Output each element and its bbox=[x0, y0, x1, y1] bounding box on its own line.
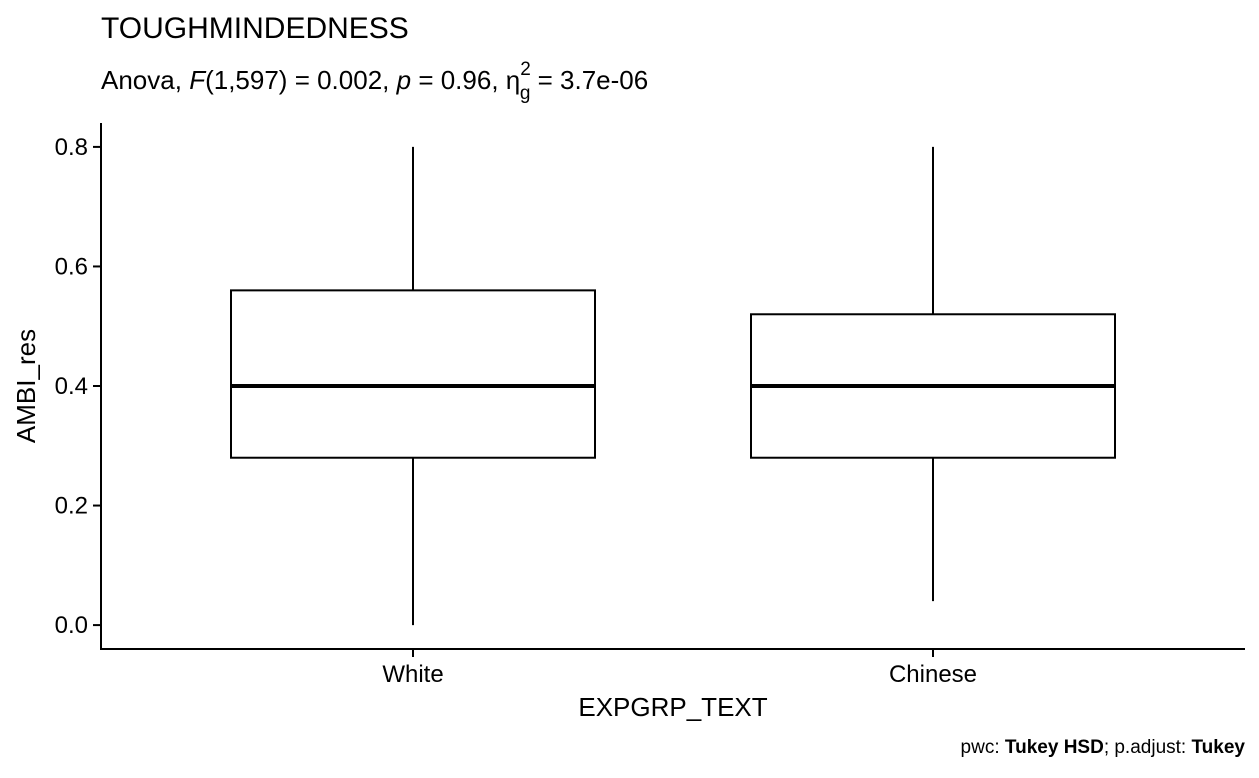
subtitle-stat-df: (1,597) bbox=[205, 65, 287, 95]
subtitle-effect-sub: g bbox=[520, 83, 531, 104]
x-tick-label: Chinese bbox=[889, 661, 977, 688]
caption-pwc-label: pwc: bbox=[961, 737, 1005, 758]
subtitle-effect-sup: 2 bbox=[520, 59, 531, 80]
subtitle-effect-value: = 3.7e-06 bbox=[530, 65, 648, 95]
chart-subtitle: Anova, F(1,597) = 0.002, p = 0.96, η2 g =… bbox=[101, 59, 648, 104]
y-tick-label: 0.6 bbox=[55, 253, 88, 280]
caption-pwc-value: Tukey HSD bbox=[1005, 737, 1104, 758]
boxes bbox=[230, 146, 1116, 626]
x-ticks: White Chinese bbox=[382, 649, 977, 688]
subtitle-stat-symbol: F bbox=[189, 65, 207, 95]
chart-title: TOUGHMINDEDNESS bbox=[101, 12, 409, 45]
caption-sep: ; p.adjust: bbox=[1104, 737, 1192, 758]
box-chinese bbox=[750, 146, 1116, 602]
box-white bbox=[230, 146, 596, 626]
chart-caption: pwc: Tukey HSD; p.adjust: Tukey bbox=[961, 737, 1246, 758]
x-axis-title: EXPGRP_TEXT bbox=[578, 692, 767, 722]
subtitle-p-symbol: p bbox=[396, 65, 411, 95]
box-iqr bbox=[230, 289, 596, 459]
y-axis-title: AMBI_res bbox=[11, 329, 41, 443]
y-tick-label: 0.0 bbox=[55, 612, 88, 639]
y-tick-label: 0.8 bbox=[55, 134, 88, 161]
y-ticks: 0.0 0.2 0.4 0.6 0.8 bbox=[55, 134, 101, 639]
y-tick-label: 0.2 bbox=[55, 493, 88, 520]
subtitle-stat-value: = 0.002, bbox=[287, 65, 396, 95]
subtitle-test: Anova bbox=[101, 65, 175, 95]
caption-adjust-value: Tukey bbox=[1191, 737, 1245, 758]
y-tick-label: 0.4 bbox=[55, 373, 88, 400]
subtitle-effect-symbol: η bbox=[506, 65, 520, 95]
subtitle-p-value: = 0.96, bbox=[411, 65, 506, 95]
x-tick-label: White bbox=[382, 661, 443, 688]
